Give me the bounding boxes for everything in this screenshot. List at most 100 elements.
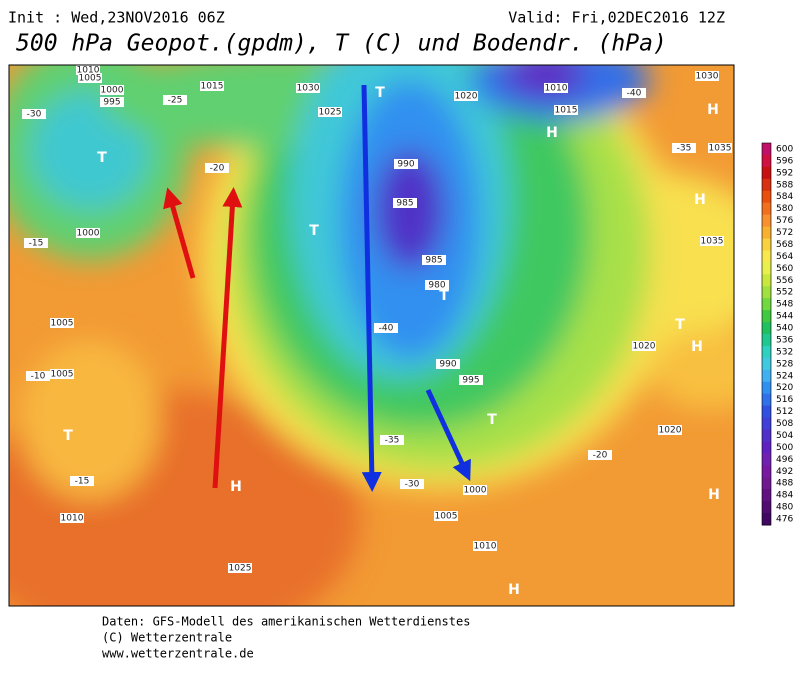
label-box: [60, 513, 84, 523]
isobar-label: -40: [379, 324, 394, 334]
colorbar-label: 476: [776, 515, 793, 525]
colorbar-band: [762, 429, 771, 442]
isobar-label: 990: [397, 160, 414, 170]
isobar-label: 985: [425, 256, 442, 266]
colorbar-label: 596: [776, 156, 793, 166]
isobar-label: 995: [103, 98, 120, 108]
colorbar-band: [762, 441, 771, 454]
label-box: [228, 563, 252, 573]
isobar-label: 1000: [77, 229, 100, 239]
colorbar-band: [762, 262, 771, 275]
colorbar-band: [762, 513, 771, 526]
colorbar-band: [762, 489, 771, 502]
isobar-label: -35: [385, 436, 400, 446]
isobar-label: 1030: [297, 84, 320, 94]
colorbar-band: [762, 477, 771, 490]
label-box: [50, 369, 74, 379]
colorbar-label: 592: [776, 168, 793, 178]
isobar-label: 1035: [709, 144, 732, 154]
colorbar-label: 600: [776, 144, 793, 154]
colorbar-band: [762, 310, 771, 323]
isobar-label: 1010: [77, 66, 100, 76]
label-box: [318, 107, 342, 117]
label-box: [473, 541, 497, 551]
pressure-center: H: [230, 479, 242, 495]
blue-arrow: [425, 388, 471, 482]
label-box: [26, 371, 50, 381]
colorbar-label: 532: [776, 347, 793, 357]
colorbar-band: [762, 226, 771, 239]
colorbar-band: [762, 465, 771, 478]
red-arrow: [212, 187, 243, 489]
label-box: [425, 280, 449, 290]
label-box: [393, 198, 417, 208]
colorbar-label: 540: [776, 324, 793, 334]
colorbar-band: [762, 453, 771, 466]
isobar-label: 1005: [51, 370, 74, 380]
label-box: [78, 73, 102, 83]
colorbar-band: [762, 238, 771, 251]
label-box: [554, 105, 578, 115]
colorbar-label: 544: [776, 312, 793, 322]
label-box: [632, 341, 656, 351]
label-box: [24, 238, 48, 248]
colorbar-label: 520: [776, 383, 793, 393]
colorbar-band: [762, 274, 771, 287]
label-box: [454, 91, 478, 101]
label-box: [708, 143, 732, 153]
map-title: 500 hPa Geopot.(gpdm), T (C) und Bodendr…: [16, 31, 667, 57]
isobar-label: -30: [27, 110, 42, 120]
colorbar-label: 512: [776, 407, 793, 417]
isobar-label: -35: [677, 144, 692, 154]
colorbar-band: [762, 369, 771, 383]
label-box: [76, 65, 100, 75]
pressure-center: H: [694, 192, 706, 208]
colorbar-band: [762, 178, 771, 192]
isobar-label: -15: [75, 477, 90, 487]
colorbar-label: 572: [776, 228, 793, 238]
colorbar-label: 576: [776, 216, 793, 226]
isobar-label: 980: [428, 281, 445, 291]
colorbar-label: 560: [776, 264, 793, 274]
colorbar-band: [762, 214, 771, 228]
isobar-label: -20: [593, 451, 608, 461]
label-box: [394, 159, 418, 169]
colorbar-label: 552: [776, 288, 793, 298]
pressure-center: T: [675, 317, 685, 333]
pressure-center: H: [546, 125, 558, 141]
isobar-label: 1010: [545, 84, 568, 94]
colorbar-label: 588: [776, 180, 793, 190]
isobar-label: 1000: [101, 86, 124, 96]
label-box: [588, 450, 612, 460]
colorbar-label: 500: [776, 443, 793, 453]
colorbar-label: 504: [776, 431, 793, 441]
pressure-center: T: [487, 412, 497, 428]
label-box: [100, 85, 124, 95]
pressure-center: H: [691, 339, 703, 355]
isobar-label: -25: [168, 96, 183, 106]
footer-line: (C) Wetterzentrale: [102, 631, 232, 645]
isobar-label: -20: [210, 164, 225, 174]
isobar-label: 1005: [79, 74, 102, 84]
colorbar-band: [762, 286, 771, 299]
pressure-center: T: [63, 428, 73, 444]
isobar-label: 990: [439, 360, 456, 370]
label-box: [70, 476, 94, 486]
colorbar-label: 488: [776, 479, 793, 489]
colorbar-band: [762, 298, 771, 311]
label-box: [672, 143, 696, 153]
label-box: [205, 163, 229, 173]
label-box: [436, 359, 460, 369]
colorbar-band: [762, 190, 771, 204]
isobar-label: 1020: [659, 426, 682, 436]
isobar-label: 1010: [61, 514, 84, 524]
isobar-label: 1015: [201, 82, 224, 92]
label-box: [434, 511, 458, 521]
pressure-center: T: [375, 85, 385, 101]
colorbar-band: [762, 393, 771, 407]
label-box: [422, 255, 446, 265]
map-frame: [8, 64, 735, 607]
label-box: [380, 435, 404, 445]
